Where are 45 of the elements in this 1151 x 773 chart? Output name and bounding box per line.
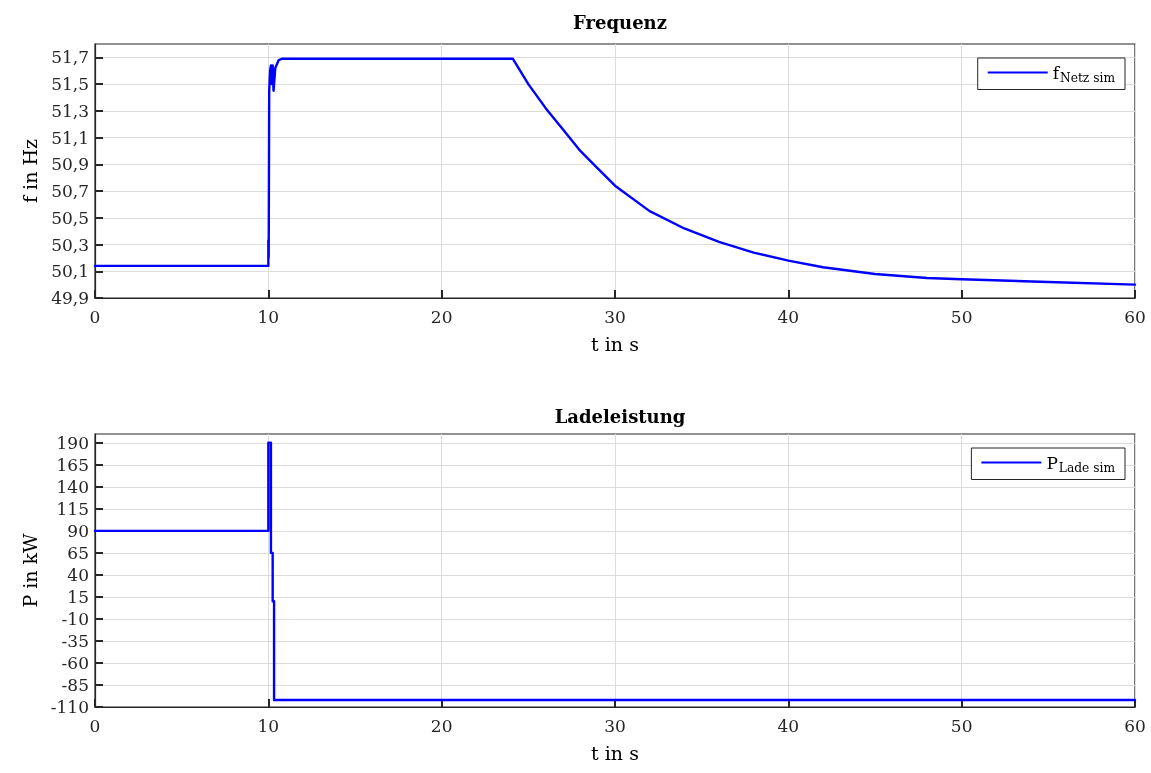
y-tick-label: -85 <box>61 674 89 695</box>
y-tick-label: 65 <box>67 542 89 563</box>
y-tick-label: 50,9 <box>51 154 89 175</box>
y-tick-label: 15 <box>67 586 89 607</box>
y-tick-label: 140 <box>56 476 89 497</box>
x-tick-label: 50 <box>950 306 973 327</box>
y-tick-label: 51,7 <box>51 47 89 68</box>
y-tick-label: 51,1 <box>51 127 89 148</box>
y-axis-title: P in kW <box>18 532 41 608</box>
y-tick-label: 190 <box>56 432 89 453</box>
x-tick-label: 60 <box>1124 306 1146 327</box>
line-series <box>93 441 1137 702</box>
line-series <box>93 57 1137 286</box>
x-tick-label: 10 <box>257 306 280 327</box>
x-tick-label: 60 <box>1124 715 1146 736</box>
y-tick-label: 50,3 <box>51 234 89 255</box>
y-tick-label: 40 <box>67 564 89 585</box>
y-tick-label: 50,5 <box>51 207 89 228</box>
x-tick-label: 0 <box>89 306 101 327</box>
x-axis-title: t in s <box>591 332 639 355</box>
y-tick-label: 50,7 <box>51 181 89 202</box>
x-tick-label: 30 <box>604 715 626 736</box>
x-tick-label: 30 <box>604 306 626 327</box>
x-tick-label: 50 <box>950 715 973 736</box>
chart-title: Ladeleistung <box>554 405 686 427</box>
x-tick-label: 40 <box>777 306 800 327</box>
y-tick-label: 50,1 <box>51 261 89 282</box>
y-tick-label: 165 <box>56 454 89 475</box>
chart-title: Frequenz <box>573 11 667 33</box>
x-tick-label: 20 <box>430 715 453 736</box>
y-tick-label: 49,9 <box>51 288 89 308</box>
y-tick-label: -60 <box>61 652 89 673</box>
y-axis-title: f in Hz <box>18 138 41 204</box>
y-tick-label: 115 <box>56 498 89 519</box>
y-tick-label: -35 <box>61 630 89 651</box>
y-tick-label: -10 <box>61 608 89 629</box>
x-tick-label: 40 <box>777 715 800 736</box>
y-tick-label: 51,3 <box>51 100 89 121</box>
y-tick-label: 51,5 <box>51 74 89 95</box>
x-tick-label: 20 <box>430 306 453 327</box>
x-axis-title: t in s <box>591 741 639 764</box>
x-tick-label: 0 <box>89 715 101 736</box>
y-tick-label: -110 <box>50 697 89 717</box>
y-tick-label: 90 <box>67 520 89 541</box>
x-tick-label: 10 <box>257 715 280 736</box>
